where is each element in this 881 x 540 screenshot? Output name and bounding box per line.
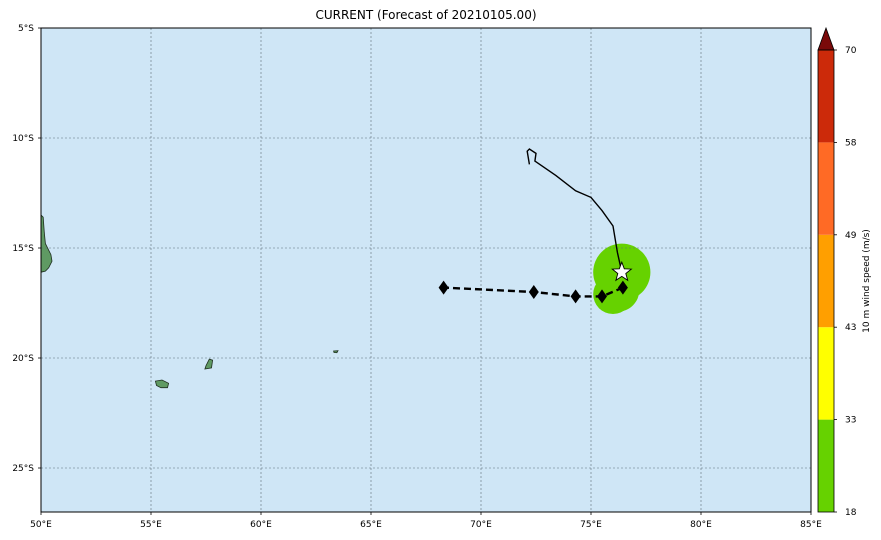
x-tick-label: 85°E [800,520,822,530]
y-tick-label: 25°S [12,464,34,474]
current-position-star [611,260,633,282]
y-tick-label: 5°S [18,24,34,34]
forecast-marker-3 [528,285,539,299]
colorbar: 18 33 43 49 58 70 10 m wind speed (m/s) [817,26,872,518]
colorbar-tick-label: 58 [845,138,857,148]
island-mauritius [204,358,214,370]
colorbar-segment-2 [818,234,834,328]
colorbar-label: 10 m wind speed (m/s) [862,229,872,333]
grid-lines [41,28,811,512]
y-tick-label: 20°S [12,354,34,364]
map-title: CURRENT (Forecast of 20210105.00) [315,8,537,22]
y-tick-label: 10°S [12,134,34,144]
y-tick-label: 15°S [12,244,34,254]
x-tick-label: 60°E [250,520,272,530]
y-axis-ticks: 5°S 10°S 15°S 20°S 25°S [12,24,41,474]
colorbar-tick-label: 33 [845,416,856,426]
colorbar-segment-1 [818,327,834,420]
forecast-marker-2 [570,289,581,304]
forecast-markers [438,260,633,304]
observed-track [526,148,623,273]
map-border [40,27,812,513]
x-axis-ticks: 50°E 55°E 60°E 65°E 70°E 75°E 80°E 85°E [30,512,822,530]
colorbar-outline [817,49,835,513]
colorbar-tick-label: 49 [845,231,857,241]
colorbar-segment-4 [818,50,834,143]
x-tick-label: 75°E [580,520,602,530]
colorbar-tick-label: 18 [845,508,857,518]
island-rodrigues [333,350,339,354]
ocean-background [41,28,811,512]
x-tick-label: 50°E [30,520,52,530]
x-tick-label: 80°E [690,520,712,530]
x-tick-label: 70°E [470,520,492,530]
forecast-marker-0 [617,280,628,295]
colorbar-segment-0 [818,419,834,512]
islands [40,214,339,389]
colorbar-tick-label: 43 [845,323,856,333]
x-tick-label: 55°E [140,520,162,530]
colorbar-extend-arrow [817,26,835,51]
colorbar-tick-label: 70 [845,46,857,56]
colorbar-segment-3 [818,142,834,235]
map-area[interactable] [40,27,812,513]
island-reunion [154,379,170,389]
island-madagascar-coast [40,214,53,273]
x-tick-label: 65°E [360,520,382,530]
forecast-marker-1 [597,289,607,304]
forecast-marker-4 [438,280,449,295]
